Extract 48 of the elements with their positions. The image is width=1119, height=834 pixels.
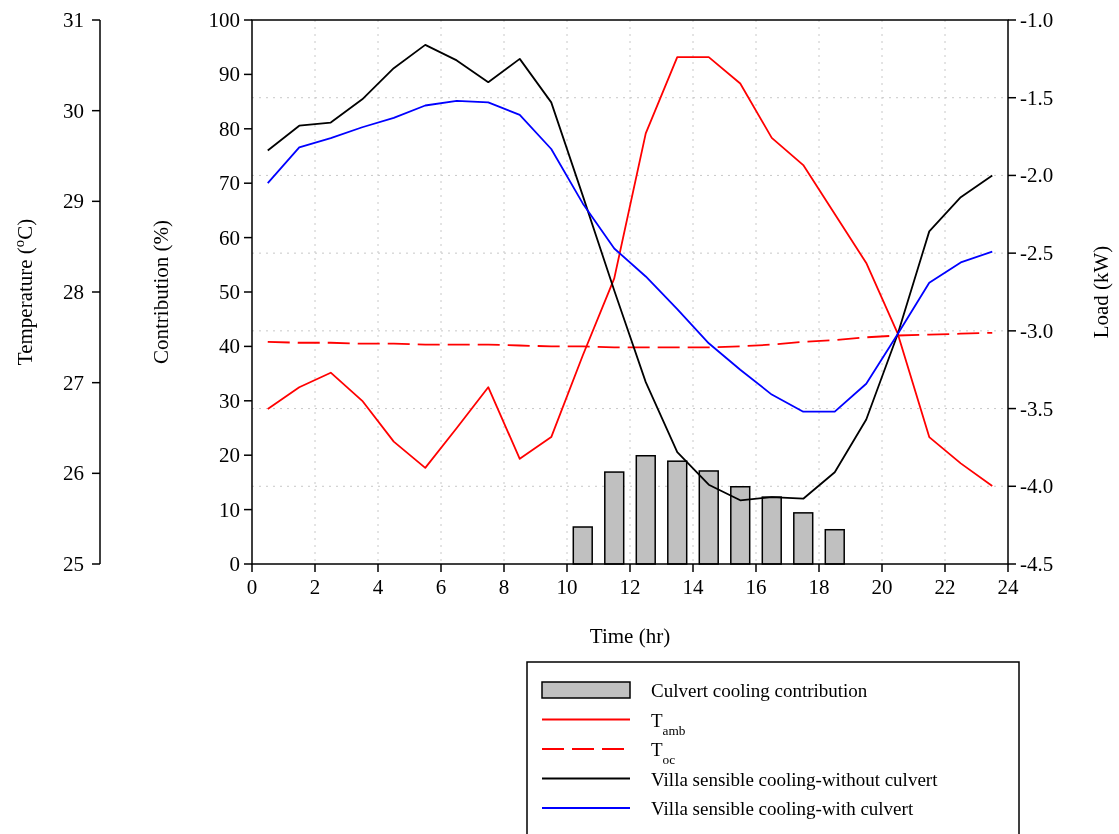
- y2-tick-label: -1.0: [1020, 8, 1054, 32]
- y2-tick-label: -4.0: [1020, 474, 1054, 499]
- legend-label: Villa sensible cooling-with culvert: [651, 798, 914, 819]
- y2-tick-label: -3.5: [1020, 396, 1054, 421]
- y2-tick-label: -2.5: [1020, 241, 1054, 266]
- x-axis-title: Time (hr): [589, 624, 671, 648]
- x-tick-label: 22: [934, 575, 956, 599]
- legend-label: T$_{oc}$: [651, 739, 676, 767]
- y-tick-label: 10: [219, 497, 240, 522]
- y3-tick-label: 27: [63, 370, 84, 395]
- legend-label: Culvert cooling contribution: [651, 680, 868, 701]
- x-tick-label: 6: [435, 575, 447, 599]
- line-series: [266, 99, 994, 413]
- y3-tick-label: 25: [63, 552, 84, 576]
- x-tick-label: 14: [682, 575, 704, 599]
- y3-tick-label: 28: [63, 280, 84, 304]
- x-tick-label: 12: [619, 575, 641, 599]
- y-tick-label: 100: [208, 8, 240, 32]
- y-tick-label: 70: [219, 171, 240, 196]
- x-tick-label: 2: [309, 575, 321, 599]
- y-tick-label: 80: [219, 116, 240, 141]
- y-tick-label: 0: [229, 552, 240, 576]
- y-tick-label: 60: [219, 225, 240, 250]
- y-tick-label: 40: [219, 334, 240, 359]
- x-tick-label: 10: [556, 575, 578, 599]
- y3-tick-label: 26: [63, 461, 84, 486]
- legend-label: Villa sensible cooling-without culvert: [651, 768, 939, 790]
- y2-axis-title: Load (kW): [1089, 245, 1113, 339]
- y-tick-label: 20: [219, 443, 240, 468]
- x-tick-label: 24: [997, 575, 1019, 599]
- y2-tick-label: -3.0: [1020, 318, 1054, 343]
- y2-tick-label: -1.5: [1020, 85, 1054, 110]
- y-tick-label: 50: [219, 280, 240, 304]
- x-tick-label: 0: [246, 575, 258, 599]
- y-tick-label: 90: [219, 62, 240, 87]
- x-tick-label: 8: [498, 575, 510, 599]
- y3-tick-label: 29: [63, 189, 84, 214]
- y-axis-title: Contribution (%): [149, 219, 173, 365]
- x-tick-label: 20: [871, 575, 893, 599]
- x-tick-label: 16: [745, 575, 767, 599]
- y-tick-label: 30: [219, 388, 240, 413]
- y3-tick-label: 30: [63, 98, 84, 123]
- y2-tick-label: -4.5: [1020, 552, 1054, 576]
- y3-tick-label: 31: [63, 8, 84, 32]
- y2-tick-label: -2.0: [1020, 163, 1054, 188]
- x-tick-label: 18: [808, 575, 830, 599]
- x-tick-label: 4: [372, 575, 384, 599]
- legend-label: T$_{amb}$: [651, 709, 686, 737]
